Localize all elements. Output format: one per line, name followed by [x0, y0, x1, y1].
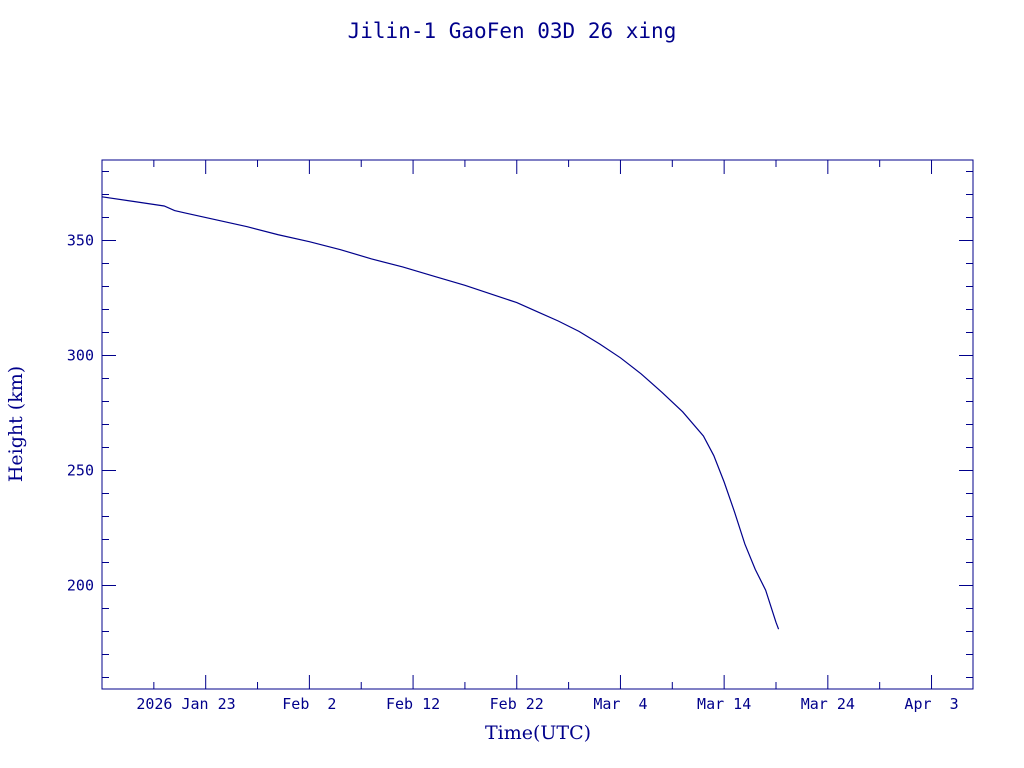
axis-tick-labels: 200 250 300 350 2026 Jan 23 Feb 2 Feb 12 Feb 22… — [67, 232, 959, 714]
y-tick-label: 350 — [67, 232, 94, 250]
y-tick-label: 300 — [67, 347, 94, 365]
y-tick-label: 250 — [67, 462, 94, 480]
y-tick-label: 200 — [67, 577, 94, 595]
axis-ticks — [101, 160, 973, 689]
y-axis-label: Height (km) — [5, 366, 27, 482]
height-series-line — [101, 196, 780, 630]
x-tick-label: Feb 2 — [282, 695, 336, 713]
x-tick-label: Apr 3 — [904, 695, 958, 713]
x-tick-label: Mar 24 — [801, 695, 855, 713]
x-tick-label: 2026 Jan 23 — [136, 695, 235, 713]
x-tick-label: Feb 22 — [490, 695, 544, 713]
x-tick-label: Mar 4 — [593, 695, 647, 713]
x-tick-label: Mar 14 — [697, 695, 751, 713]
x-axis-label: Time(UTC) — [485, 722, 591, 744]
chart-title: Jilin-1 GaoFen 03D 26 xing — [348, 19, 677, 43]
x-tick-label: Feb 12 — [386, 695, 440, 713]
plot-frame — [101, 159, 974, 690]
